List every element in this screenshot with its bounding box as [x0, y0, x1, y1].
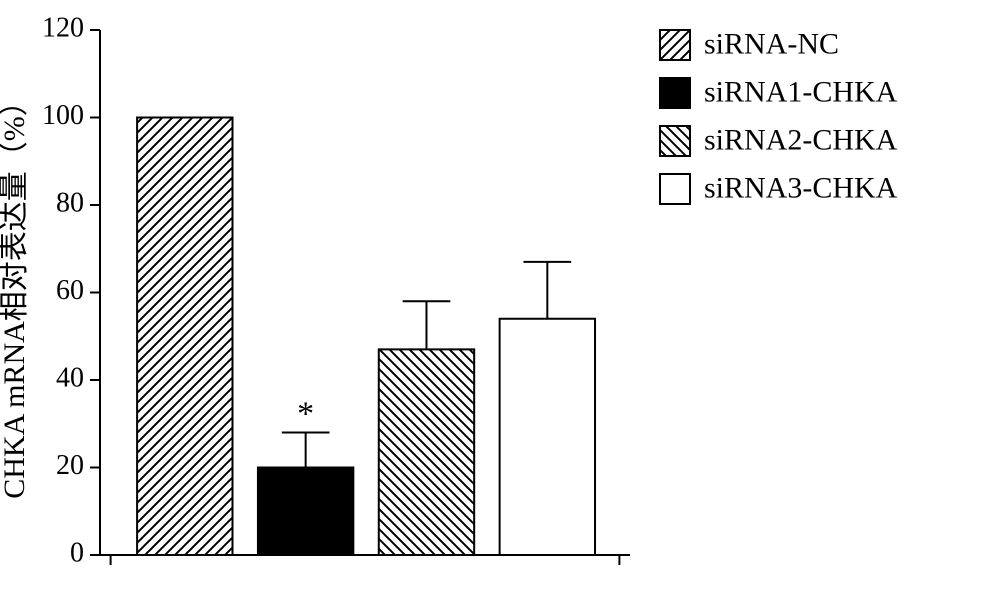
legend-swatch-3 [660, 174, 690, 204]
y-tick-label: 60 [56, 275, 84, 306]
bar-chart: 0 20 40 60 80 100 120 CHKA mRNA相对表达量（%） * siRNA-N… [0, 0, 1000, 604]
legend-label-2: siRNA2-CHKA [704, 123, 898, 156]
bar-3 [500, 319, 595, 555]
y-tick-label: 80 [56, 187, 84, 218]
legend-label-3: siRNA3-CHKA [704, 171, 898, 204]
bar-annotation-1: * [297, 396, 314, 433]
legend-swatch-0 [660, 30, 690, 60]
bar-2 [379, 349, 474, 555]
bar-1 [258, 468, 353, 556]
y-tick-label: 0 [70, 537, 84, 568]
y-tick-label: 120 [42, 12, 84, 43]
y-tick-label: 100 [42, 100, 84, 131]
legend-swatch-2 [660, 126, 690, 156]
legend-label-0: siRNA-NC [704, 27, 839, 60]
legend-label-1: siRNA1-CHKA [704, 75, 898, 108]
y-tick-label: 40 [56, 362, 84, 393]
y-axis-label: CHKA mRNA相对表达量（%） [0, 86, 31, 499]
bar-0 [137, 118, 232, 556]
chart-container: 0 20 40 60 80 100 120 CHKA mRNA相对表达量（%） * siRNA-N… [0, 0, 1000, 604]
y-tick-label: 20 [56, 450, 84, 481]
legend-swatch-1 [660, 78, 690, 108]
